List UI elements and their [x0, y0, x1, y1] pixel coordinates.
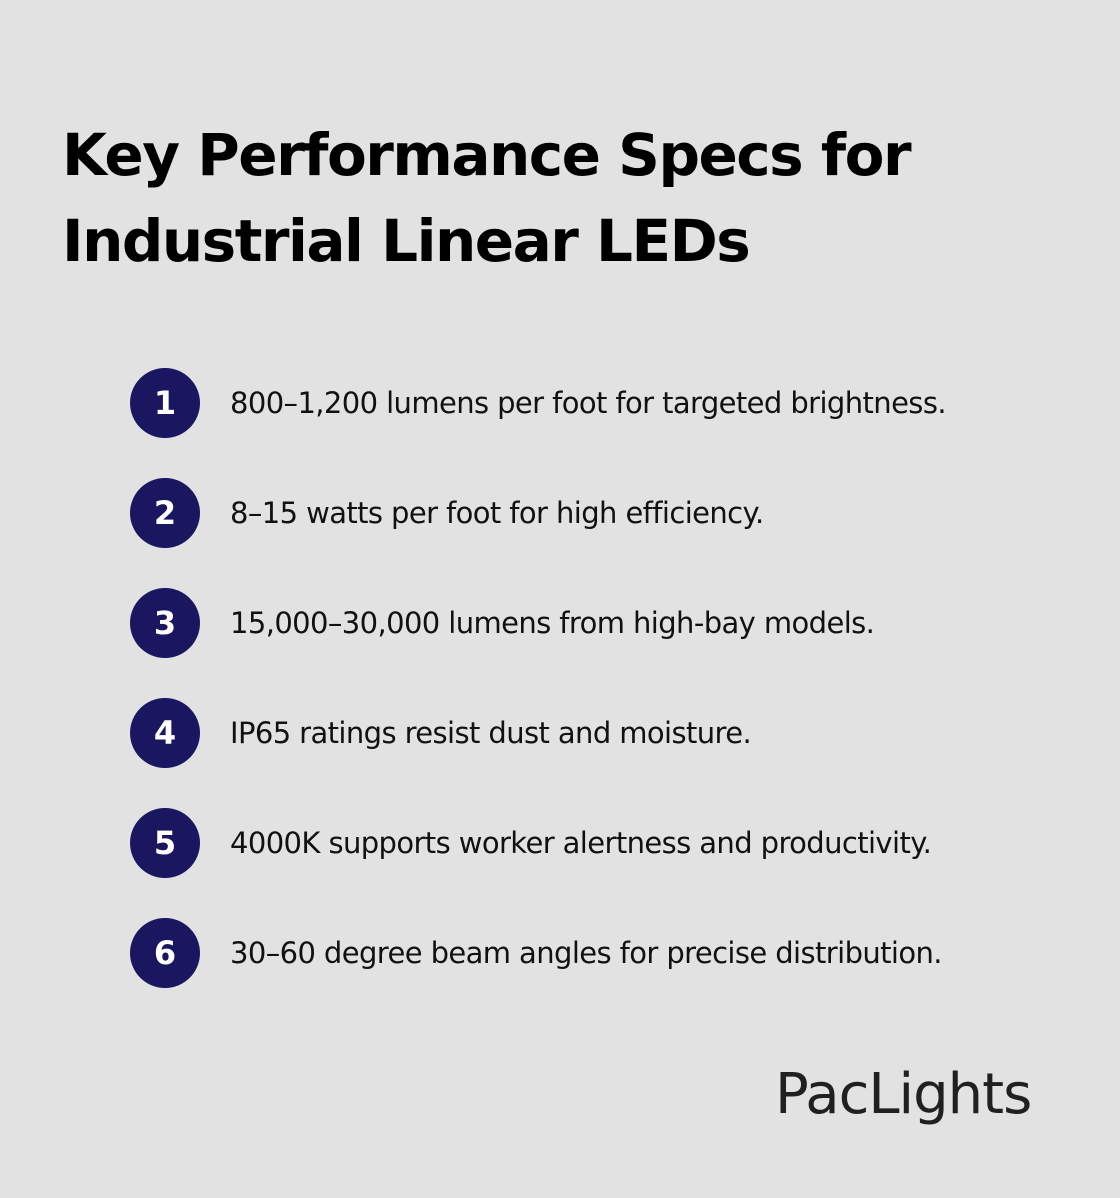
list-item: 1 800–1,200 lumens per foot for targeted… [130, 368, 947, 438]
list-item: 3 15,000–30,000 lumens from high-bay mod… [130, 588, 946, 658]
list-item-text: IP65 ratings resist dust and moisture. [230, 716, 752, 750]
page-title: Key Performance Specs for Industrial Lin… [62, 121, 912, 275]
number-badge: 5 [130, 808, 200, 878]
spec-list: 1 800–1,200 lumens per foot for targeted… [130, 368, 947, 1028]
list-item-text: 30–60 degree beam angles for precise dis… [230, 936, 943, 970]
list-item: 5 4000K supports worker alertness and pr… [130, 808, 946, 878]
list-item: 2 8–15 watts per foot for high efficienc… [130, 478, 946, 548]
brand-logo: PacLights [775, 1062, 1032, 1127]
list-item-text: 800–1,200 lumens per foot for targeted b… [230, 386, 947, 420]
number-badge: 2 [130, 478, 200, 548]
number-badge: 4 [130, 698, 200, 768]
list-item-text: 4000K supports worker alertness and prod… [230, 826, 932, 860]
number-badge: 1 [130, 368, 200, 438]
number-badge: 6 [130, 918, 200, 988]
list-item: 6 30–60 degree beam angles for precise d… [130, 918, 946, 988]
list-item-text: 15,000–30,000 lumens from high-bay model… [230, 606, 875, 640]
list-item: 4 IP65 ratings resist dust and moisture. [130, 698, 946, 768]
list-item-text: 8–15 watts per foot for high efficiency. [230, 496, 764, 530]
number-badge: 3 [130, 588, 200, 658]
